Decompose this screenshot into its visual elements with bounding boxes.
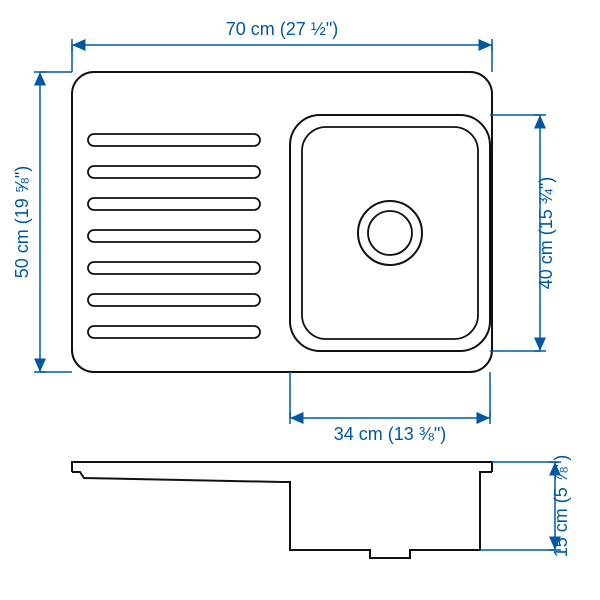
drain-groove bbox=[88, 262, 260, 274]
drain-groove bbox=[88, 198, 260, 210]
side-profile bbox=[72, 472, 492, 558]
drain-inner bbox=[368, 211, 412, 255]
bowl-inner bbox=[302, 127, 478, 339]
dim-bowl-height: 40 cm (15 ¾") bbox=[536, 177, 556, 289]
drain-groove bbox=[88, 230, 260, 242]
drain-groove bbox=[88, 294, 260, 306]
drain-groove bbox=[88, 326, 260, 338]
sink-outer bbox=[72, 72, 492, 372]
drain-groove bbox=[88, 166, 260, 178]
dim-bowl-width: 34 cm (13 ⅜") bbox=[334, 424, 446, 444]
sink-dimension-diagram: 70 cm (27 ½") 50 cm (19 ⅝") 40 cm (15 ¾") 3… bbox=[0, 0, 600, 600]
dim-width: 70 cm (27 ½") bbox=[226, 19, 338, 39]
side-rim bbox=[72, 462, 492, 472]
dim-depth: 15 cm (5 ⅞") bbox=[551, 455, 571, 557]
bowl-outer bbox=[290, 115, 490, 351]
drain-groove bbox=[88, 134, 260, 146]
dim-height: 50 cm (19 ⅝") bbox=[12, 166, 32, 278]
